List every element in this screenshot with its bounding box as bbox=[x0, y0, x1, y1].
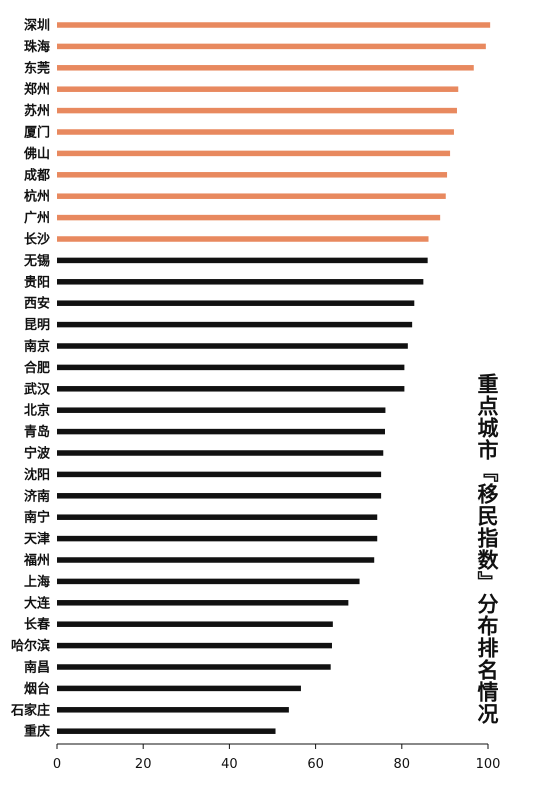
bar-14 bbox=[57, 300, 415, 306]
category-label: 福州 bbox=[23, 553, 50, 569]
x-tick-label: 100 bbox=[476, 757, 501, 772]
category-label: 南京 bbox=[24, 339, 50, 355]
bar-28 bbox=[57, 600, 349, 606]
x-tick-label: 0 bbox=[53, 757, 61, 772]
bar-5 bbox=[57, 107, 457, 114]
bar-3 bbox=[57, 65, 474, 71]
bar-9 bbox=[57, 193, 446, 199]
category-label: 南宁 bbox=[24, 510, 50, 526]
bar-29 bbox=[57, 621, 333, 627]
category-label: 昆明 bbox=[24, 317, 50, 333]
bar-23 bbox=[57, 493, 382, 499]
bar-13 bbox=[57, 279, 424, 285]
x-tick-label: 60 bbox=[307, 757, 324, 772]
category-label: 沈阳 bbox=[24, 467, 50, 483]
bar-7 bbox=[57, 150, 451, 157]
category-label: 北京 bbox=[24, 403, 50, 419]
category-label: 合肥 bbox=[24, 360, 50, 376]
bar-25 bbox=[57, 535, 378, 542]
bar-32 bbox=[57, 685, 301, 692]
bar-30 bbox=[57, 642, 332, 649]
bar-24 bbox=[57, 514, 378, 520]
category-label: 广州 bbox=[24, 210, 50, 226]
bar-4 bbox=[57, 86, 459, 92]
category-labels: 深圳珠海东莞郑州苏州厦门佛山成都杭州广州长沙无锡贵阳西安昆明南京合肥武汉北京青岛… bbox=[10, 18, 51, 740]
bars-group bbox=[57, 22, 491, 734]
bar-20 bbox=[57, 428, 385, 435]
chart-title: 重点城市『移民指数』分布排名情况 bbox=[475, 373, 499, 725]
category-label: 珠海 bbox=[24, 39, 50, 55]
bar-17 bbox=[57, 364, 405, 371]
bar-18 bbox=[57, 386, 405, 392]
bar-21 bbox=[57, 450, 384, 456]
bar-31 bbox=[57, 664, 331, 670]
x-tick-label: 40 bbox=[221, 757, 238, 772]
bar-34 bbox=[57, 728, 276, 734]
bar-26 bbox=[57, 557, 375, 563]
category-label: 杭州 bbox=[24, 189, 50, 205]
category-label: 无锡 bbox=[23, 253, 50, 269]
category-label: 南昌 bbox=[24, 660, 50, 676]
category-label: 武汉 bbox=[24, 381, 51, 397]
category-label: 哈尔滨 bbox=[11, 638, 50, 654]
bar-19 bbox=[57, 407, 386, 413]
category-label: 长沙 bbox=[24, 232, 50, 248]
category-label: 烟台 bbox=[24, 681, 50, 697]
category-label: 石家庄 bbox=[10, 702, 50, 718]
category-label: 东莞 bbox=[24, 60, 50, 76]
bar-10 bbox=[57, 214, 441, 221]
category-label: 佛山 bbox=[23, 146, 50, 162]
bar-12 bbox=[57, 257, 428, 264]
bar-11 bbox=[57, 236, 429, 242]
category-label: 青岛 bbox=[24, 424, 50, 440]
category-label: 大连 bbox=[24, 595, 51, 611]
category-label: 西安 bbox=[24, 296, 50, 312]
category-label: 成都 bbox=[24, 167, 50, 183]
category-label: 厦门 bbox=[24, 125, 50, 141]
bar-22 bbox=[57, 471, 382, 478]
bar-27 bbox=[57, 578, 360, 585]
bar-33 bbox=[57, 707, 289, 713]
category-label: 宁波 bbox=[24, 446, 51, 462]
category-label: 重庆 bbox=[24, 724, 50, 740]
category-label: 长春 bbox=[24, 617, 51, 633]
bar-15 bbox=[57, 321, 413, 328]
bar-16 bbox=[57, 343, 408, 349]
bar-1 bbox=[57, 22, 491, 28]
x-axis: 0 20 40 60 80 100 bbox=[53, 743, 501, 772]
category-label: 苏州 bbox=[24, 103, 50, 119]
category-label: 天津 bbox=[24, 531, 50, 547]
bar-8 bbox=[57, 172, 448, 178]
bar-6 bbox=[57, 129, 454, 135]
category-label: 郑州 bbox=[24, 82, 50, 98]
x-tick-label: 20 bbox=[135, 757, 152, 772]
category-label: 深圳 bbox=[24, 18, 50, 34]
category-label: 贵阳 bbox=[24, 274, 50, 290]
x-tick-label: 80 bbox=[394, 757, 411, 772]
bar-2 bbox=[57, 43, 486, 50]
category-label: 上海 bbox=[24, 574, 50, 590]
category-label: 济南 bbox=[24, 488, 50, 504]
